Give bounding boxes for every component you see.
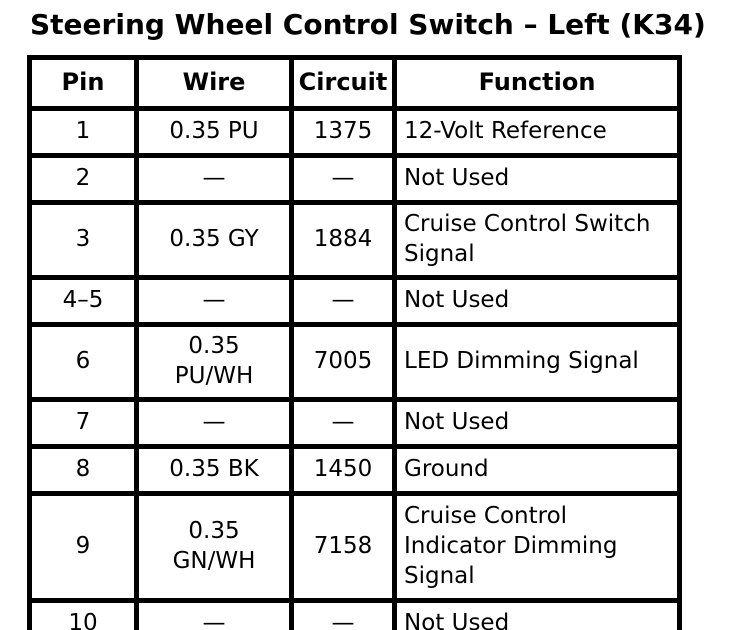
wire-cell: —: [134, 397, 294, 449]
header-row: Pin Wire Circuit Function: [27, 55, 682, 111]
circuit-cell: —: [289, 598, 397, 630]
pin-cell: 7: [27, 397, 139, 449]
wire-cell: —: [134, 153, 294, 205]
wire-cell: —: [134, 598, 294, 630]
pin-cell: 10: [27, 598, 139, 630]
function-cell: LED Dimming Signal: [392, 322, 682, 402]
circuit-cell: 7158: [289, 491, 397, 603]
pin-cell: 1: [27, 106, 139, 158]
table-row: 3 0.35 GY 1884 Cruise Control Switch Sig…: [27, 200, 682, 280]
wire-cell: 0.35 BK: [134, 444, 294, 496]
pin-cell: 8: [27, 444, 139, 496]
pin-cell: 2: [27, 153, 139, 205]
circuit-cell: —: [289, 153, 397, 205]
function-cell: Cruise Control Switch Signal: [392, 200, 682, 280]
table-row: 6 0.35 PU/WH 7005 LED Dimming Signal: [27, 322, 682, 402]
circuit-cell: —: [289, 275, 397, 327]
header-circuit: Circuit: [289, 55, 397, 111]
page-title: Steering Wheel Control Switch – Left (K3…: [30, 8, 706, 41]
pin-cell: 6: [27, 322, 139, 402]
table-row: 7 — — Not Used: [27, 397, 682, 449]
wire-cell: 0.35 GN/WH: [134, 491, 294, 603]
function-cell: 12-Volt Reference: [392, 106, 682, 158]
table-row: 2 — — Not Used: [27, 153, 682, 205]
circuit-cell: —: [289, 397, 397, 449]
circuit-cell: 1375: [289, 106, 397, 158]
function-cell: Ground: [392, 444, 682, 496]
table-row: 4–5 — — Not Used: [27, 275, 682, 327]
pin-cell: 4–5: [27, 275, 139, 327]
pinout-table: Pin Wire Circuit Function 1 0.35 PU 1375…: [27, 55, 682, 630]
circuit-cell: 7005: [289, 322, 397, 402]
table-row: 8 0.35 BK 1450 Ground: [27, 444, 682, 496]
pin-cell: 3: [27, 200, 139, 280]
table-row: 10 — — Not Used: [27, 598, 682, 630]
header-pin: Pin: [27, 55, 139, 111]
wire-cell: 0.35 GY: [134, 200, 294, 280]
function-cell: Not Used: [392, 153, 682, 205]
circuit-cell: 1450: [289, 444, 397, 496]
table-row: 9 0.35 GN/WH 7158 Cruise Control Indicat…: [27, 491, 682, 603]
header-wire: Wire: [134, 55, 294, 111]
table-row: 1 0.35 PU 1375 12-Volt Reference: [27, 106, 682, 158]
header-function: Function: [392, 55, 682, 111]
function-cell: Not Used: [392, 397, 682, 449]
function-cell: Not Used: [392, 275, 682, 327]
wire-cell: 0.35 PU: [134, 106, 294, 158]
wire-cell: —: [134, 275, 294, 327]
wire-cell: 0.35 PU/WH: [134, 322, 294, 402]
circuit-cell: 1884: [289, 200, 397, 280]
pin-cell: 9: [27, 491, 139, 603]
function-cell: Cruise Control Indicator Dimming Signal: [392, 491, 682, 603]
function-cell: Not Used: [392, 598, 682, 630]
